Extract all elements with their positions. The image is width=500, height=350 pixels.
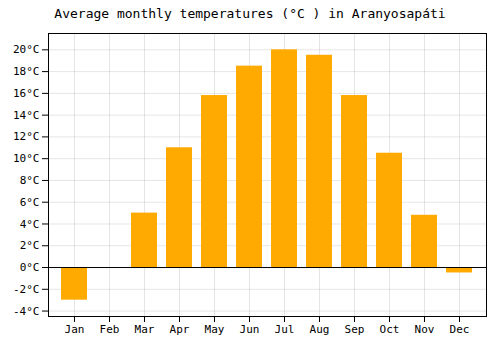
svg-text:Jul: Jul [275,323,295,336]
svg-text:12°C: 12°C [13,130,40,143]
svg-text:Dec: Dec [450,323,470,336]
svg-text:Feb: Feb [100,323,120,336]
svg-text:Nov: Nov [415,323,435,336]
svg-text:2°C: 2°C [20,239,40,252]
svg-text:Oct: Oct [380,323,400,336]
svg-text:Jan: Jan [65,323,85,336]
svg-text:16°C: 16°C [13,87,40,100]
svg-text:Mar: Mar [135,323,155,336]
svg-text:0°C: 0°C [20,261,40,274]
svg-text:Sep: Sep [345,323,365,336]
svg-text:20°C: 20°C [13,43,40,56]
svg-text:May: May [205,323,225,336]
html-text:Average monthly temperatures (: Average monthly temperatures (°C ) in Ar… [54,6,446,21]
svg-text:10°C: 10°C [13,152,40,165]
svg-text:4°C: 4°C [20,218,40,231]
svg-text:8°C: 8°C [20,174,40,187]
svg-text:18°C: 18°C [13,65,40,78]
svg-text:14°C: 14°C [13,109,40,122]
svg-text:Jun: Jun [240,323,260,336]
svg-text:-2°C: -2°C [13,283,40,296]
svg-text:Apr: Apr [170,323,190,336]
svg-text:Aug: Aug [310,323,330,336]
svg-text:-4°C: -4°C [13,305,40,318]
svg-text:6°C: 6°C [20,196,40,209]
